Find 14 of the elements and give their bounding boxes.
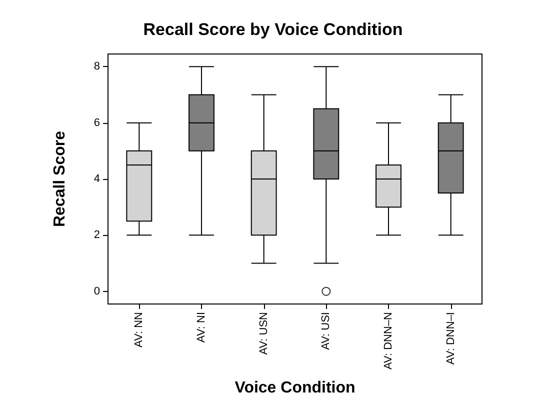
- y-tick-label: 4: [94, 173, 100, 185]
- y-tick-label: 8: [94, 60, 100, 73]
- x-tick-label: AV: USI: [320, 312, 332, 350]
- chart-title: Recall Score by Voice Condition: [143, 20, 403, 39]
- y-axis-title: Recall Score: [52, 130, 68, 228]
- y-tick-label: 2: [94, 229, 100, 242]
- x-axis-title: Voice Condition: [234, 380, 356, 396]
- x-tick-label: AV: NI: [196, 312, 208, 343]
- y-tick-label: 0: [94, 285, 100, 298]
- x-tick-label: AV: DNN–N: [382, 312, 394, 370]
- x-tick-label: AV: NN: [133, 312, 146, 348]
- x-tick-label: AV: USN: [258, 312, 270, 355]
- y-tick-label: 6: [94, 116, 100, 129]
- x-tick-label: AV: DNN–I: [444, 312, 457, 365]
